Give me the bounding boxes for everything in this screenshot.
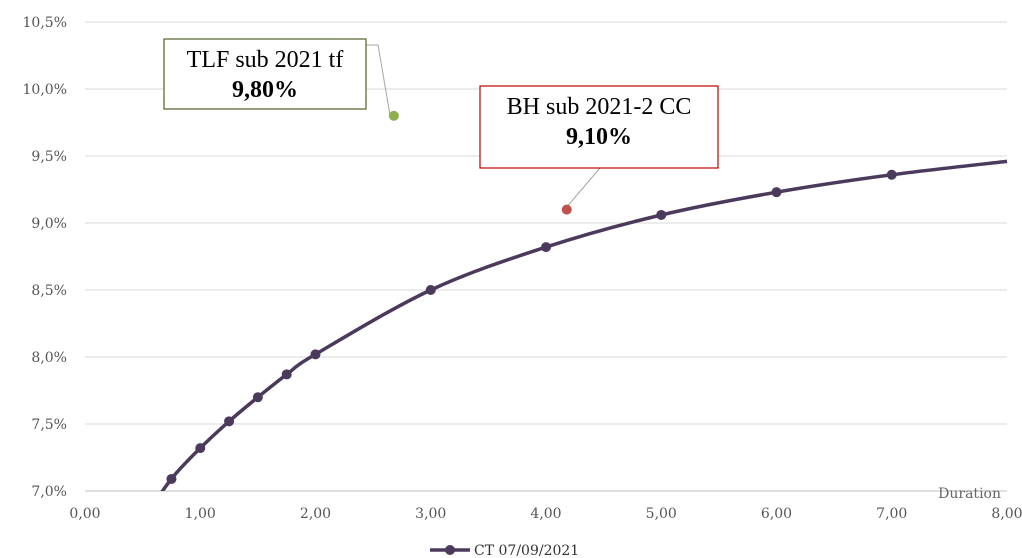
series-point[interactable] xyxy=(425,285,436,295)
y-tick-label: 7,0% xyxy=(31,484,67,500)
legend[interactable]: CT 07/09/2021 xyxy=(430,543,579,558)
series-point[interactable] xyxy=(541,242,551,253)
highlight-point[interactable] xyxy=(388,110,399,121)
x-tick-label: 5,00 xyxy=(646,506,677,522)
callout-value: 9,10% xyxy=(566,124,632,150)
series-point[interactable] xyxy=(195,443,206,454)
series-line xyxy=(160,159,1008,491)
x-tick-label: 0,00 xyxy=(69,506,100,522)
x-axis-label: Duration xyxy=(938,486,1001,502)
y-tick-label: 9,5% xyxy=(31,149,67,165)
callout-name: BH sub 2021-2 CC xyxy=(507,94,692,120)
x-tick-label: 6,00 xyxy=(761,506,792,522)
callout-value: 9,80% xyxy=(232,77,298,103)
series-point[interactable] xyxy=(166,473,177,484)
series-point[interactable] xyxy=(281,369,292,380)
y-tick-label: 7,5% xyxy=(31,417,67,433)
x-tick-label: 8,00 xyxy=(991,506,1022,522)
series-point[interactable] xyxy=(252,392,263,403)
x-tick-label: 4,00 xyxy=(530,506,561,522)
series-point[interactable] xyxy=(656,209,667,220)
x-tick-label: 2,00 xyxy=(300,506,331,522)
highlight-point[interactable] xyxy=(561,204,572,215)
x-tick-label: 7,00 xyxy=(876,506,907,522)
callout-name: TLF sub 2021 tf xyxy=(187,47,344,73)
y-tick-label: 8,5% xyxy=(31,283,67,299)
x-axis-ticks: 0,00 1,00 2,00 3,00 4,00 5,00 6,00 7,00 8,00 xyxy=(69,506,1022,522)
y-tick-label: 10,0% xyxy=(23,82,67,98)
x-tick-label: 3,00 xyxy=(415,506,446,522)
callout-leader xyxy=(564,167,601,210)
series-layer xyxy=(160,159,1008,491)
series-point[interactable] xyxy=(224,416,235,427)
callout-leader xyxy=(366,44,391,116)
y-axis-ticks: 7,0% 7,5% 8,0% 8,5% 9,0% 9,5% 10,0% 10,5% xyxy=(23,15,67,500)
series-point[interactable] xyxy=(771,187,782,198)
legend-label: CT 07/09/2021 xyxy=(474,543,579,558)
legend-marker xyxy=(445,545,455,555)
series-point[interactable] xyxy=(886,169,897,180)
callouts-layer: TLF sub 2021 tf 9,80% BH sub 2021-2 CC 9,10… xyxy=(163,38,719,215)
y-tick-label: 8,0% xyxy=(31,350,67,366)
callout-box xyxy=(163,38,367,110)
y-tick-label: 9,0% xyxy=(31,216,67,232)
x-tick-label: 1,00 xyxy=(185,506,216,522)
y-tick-label: 10,5% xyxy=(23,15,67,31)
callout-box xyxy=(479,85,719,169)
series-point[interactable] xyxy=(310,349,321,360)
